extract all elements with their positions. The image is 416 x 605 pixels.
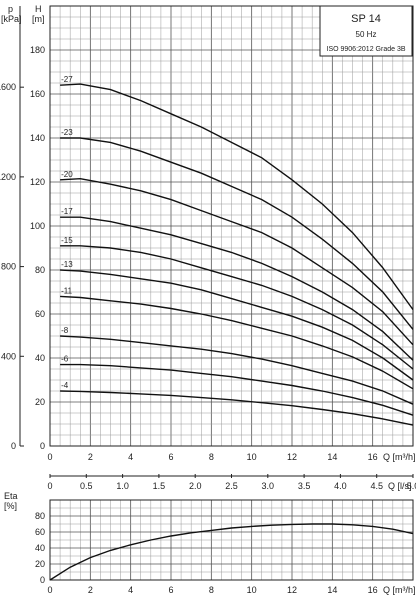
- pressure-axis-label: p: [8, 4, 13, 14]
- head-tick-label: 100: [30, 221, 45, 231]
- head-curve: [60, 245, 414, 370]
- flow-m3h-tick-label: 12: [287, 452, 297, 462]
- head-tick-label: 60: [35, 309, 45, 319]
- pressure-axis-unit: [kPa]: [1, 14, 22, 24]
- eff-axis-label: Eta: [4, 491, 18, 501]
- flow-ls-tick-label: 3.0: [262, 481, 275, 491]
- eff-axis-unit: [%]: [4, 501, 17, 511]
- head-curve: [60, 137, 414, 330]
- eff-flow-tick-label: 12: [287, 585, 297, 595]
- head-tick-label: 80: [35, 265, 45, 275]
- eff-flow-tick-label: 4: [128, 585, 133, 595]
- title-block-frequency: 50 Hz: [356, 30, 377, 39]
- flow-m3h-axis-label: Q [m³/h]: [383, 452, 416, 462]
- flow-m3h-tick-label: 4: [128, 452, 133, 462]
- head-tick-label: 140: [30, 133, 45, 143]
- flow-m3h-tick-label: 6: [168, 452, 173, 462]
- head-curve-label: -4: [61, 381, 69, 390]
- title-block-model: SP 14: [351, 13, 381, 25]
- pressure-tick-label: 800: [1, 262, 16, 272]
- flow-ls-tick-label: 1.0: [116, 481, 129, 491]
- head-curve-label: -11: [61, 286, 73, 295]
- eff-tick-label: 20: [35, 559, 45, 569]
- eff-tick-label: 0: [40, 575, 45, 585]
- flow-ls-tick-label: 2.5: [225, 481, 238, 491]
- pressure-tick-label: 400: [1, 351, 16, 361]
- flow-ls-tick-label: 5.0: [407, 481, 416, 491]
- eff-flow-tick-label: 8: [209, 585, 214, 595]
- flow-ls-tick-label: 2.0: [189, 481, 202, 491]
- flow-m3h-tick-label: 14: [327, 452, 337, 462]
- head-curve: [60, 177, 414, 346]
- head-curve: [60, 216, 414, 361]
- eff-tick-label: 40: [35, 543, 45, 553]
- head-curve: [60, 269, 414, 381]
- head-tick-label: 20: [35, 397, 45, 407]
- flow-ls-axis-label: Q [l/s]: [388, 481, 412, 491]
- head-tick-label: 120: [30, 177, 45, 187]
- head-curve: [60, 83, 414, 311]
- head-curve-label: -8: [61, 326, 69, 335]
- eff-tick-label: 80: [35, 511, 45, 521]
- head-axis-label: H: [35, 4, 42, 14]
- pressure-tick-label: 1600: [0, 82, 16, 92]
- flow-m3h-tick-label: 10: [247, 452, 257, 462]
- eff-flow-axis-label: Q [m³/h]: [383, 585, 416, 595]
- head-tick-label: 180: [30, 45, 45, 55]
- flow-ls-tick-label: 3.5: [298, 481, 311, 491]
- eff-flow-tick-label: 2: [88, 585, 93, 595]
- head-tick-label: 160: [30, 89, 45, 99]
- flow-m3h-tick-label: 8: [209, 452, 214, 462]
- head-curve-label: -17: [61, 207, 73, 216]
- head-curve-label: -6: [61, 355, 69, 364]
- eff-flow-tick-label: 14: [327, 585, 337, 595]
- flow-ls-tick-label: 0.5: [80, 481, 93, 491]
- flow-m3h-tick-label: 2: [88, 452, 93, 462]
- pressure-tick-label: 1200: [0, 172, 16, 182]
- head-curve: [60, 335, 414, 405]
- title-block-box: [319, 5, 413, 57]
- head-curve: [60, 390, 414, 426]
- eff-tick-label: 60: [35, 527, 45, 537]
- head-curve-label: -20: [61, 170, 73, 179]
- head-plot-frame: [49, 5, 414, 447]
- head-tick-label: 0: [40, 441, 45, 451]
- head-curve: [60, 363, 414, 416]
- head-curve-label: -15: [61, 236, 73, 245]
- eff-flow-tick-label: 10: [247, 585, 257, 595]
- eff-flow-tick-label: 6: [168, 585, 173, 595]
- head-curve-label: -27: [61, 75, 73, 84]
- eff-flow-tick-label: 0: [47, 585, 52, 595]
- head-curve-label: -13: [61, 260, 73, 269]
- head-tick-label: 40: [35, 353, 45, 363]
- flow-m3h-tick-label: 0: [47, 452, 52, 462]
- flow-ls-tick-label: 1.5: [153, 481, 166, 491]
- pressure-tick-label: 0: [11, 441, 16, 451]
- head-curve-label: -23: [61, 128, 73, 137]
- title-block-standard: ISO 9906:2012 Grade 3B: [327, 46, 406, 53]
- eff-curve: [49, 523, 414, 581]
- flow-ls-tick-label: 4.5: [370, 481, 383, 491]
- flow-ls-tick-label: 0: [47, 481, 52, 491]
- flow-m3h-tick-label: 16: [368, 452, 378, 462]
- eff-plot-frame: [49, 499, 414, 581]
- flow-ls-tick-label: 4.0: [334, 481, 347, 491]
- head-curve: [60, 295, 414, 390]
- head-axis-unit: [m]: [32, 14, 45, 24]
- eff-flow-tick-label: 16: [368, 585, 378, 595]
